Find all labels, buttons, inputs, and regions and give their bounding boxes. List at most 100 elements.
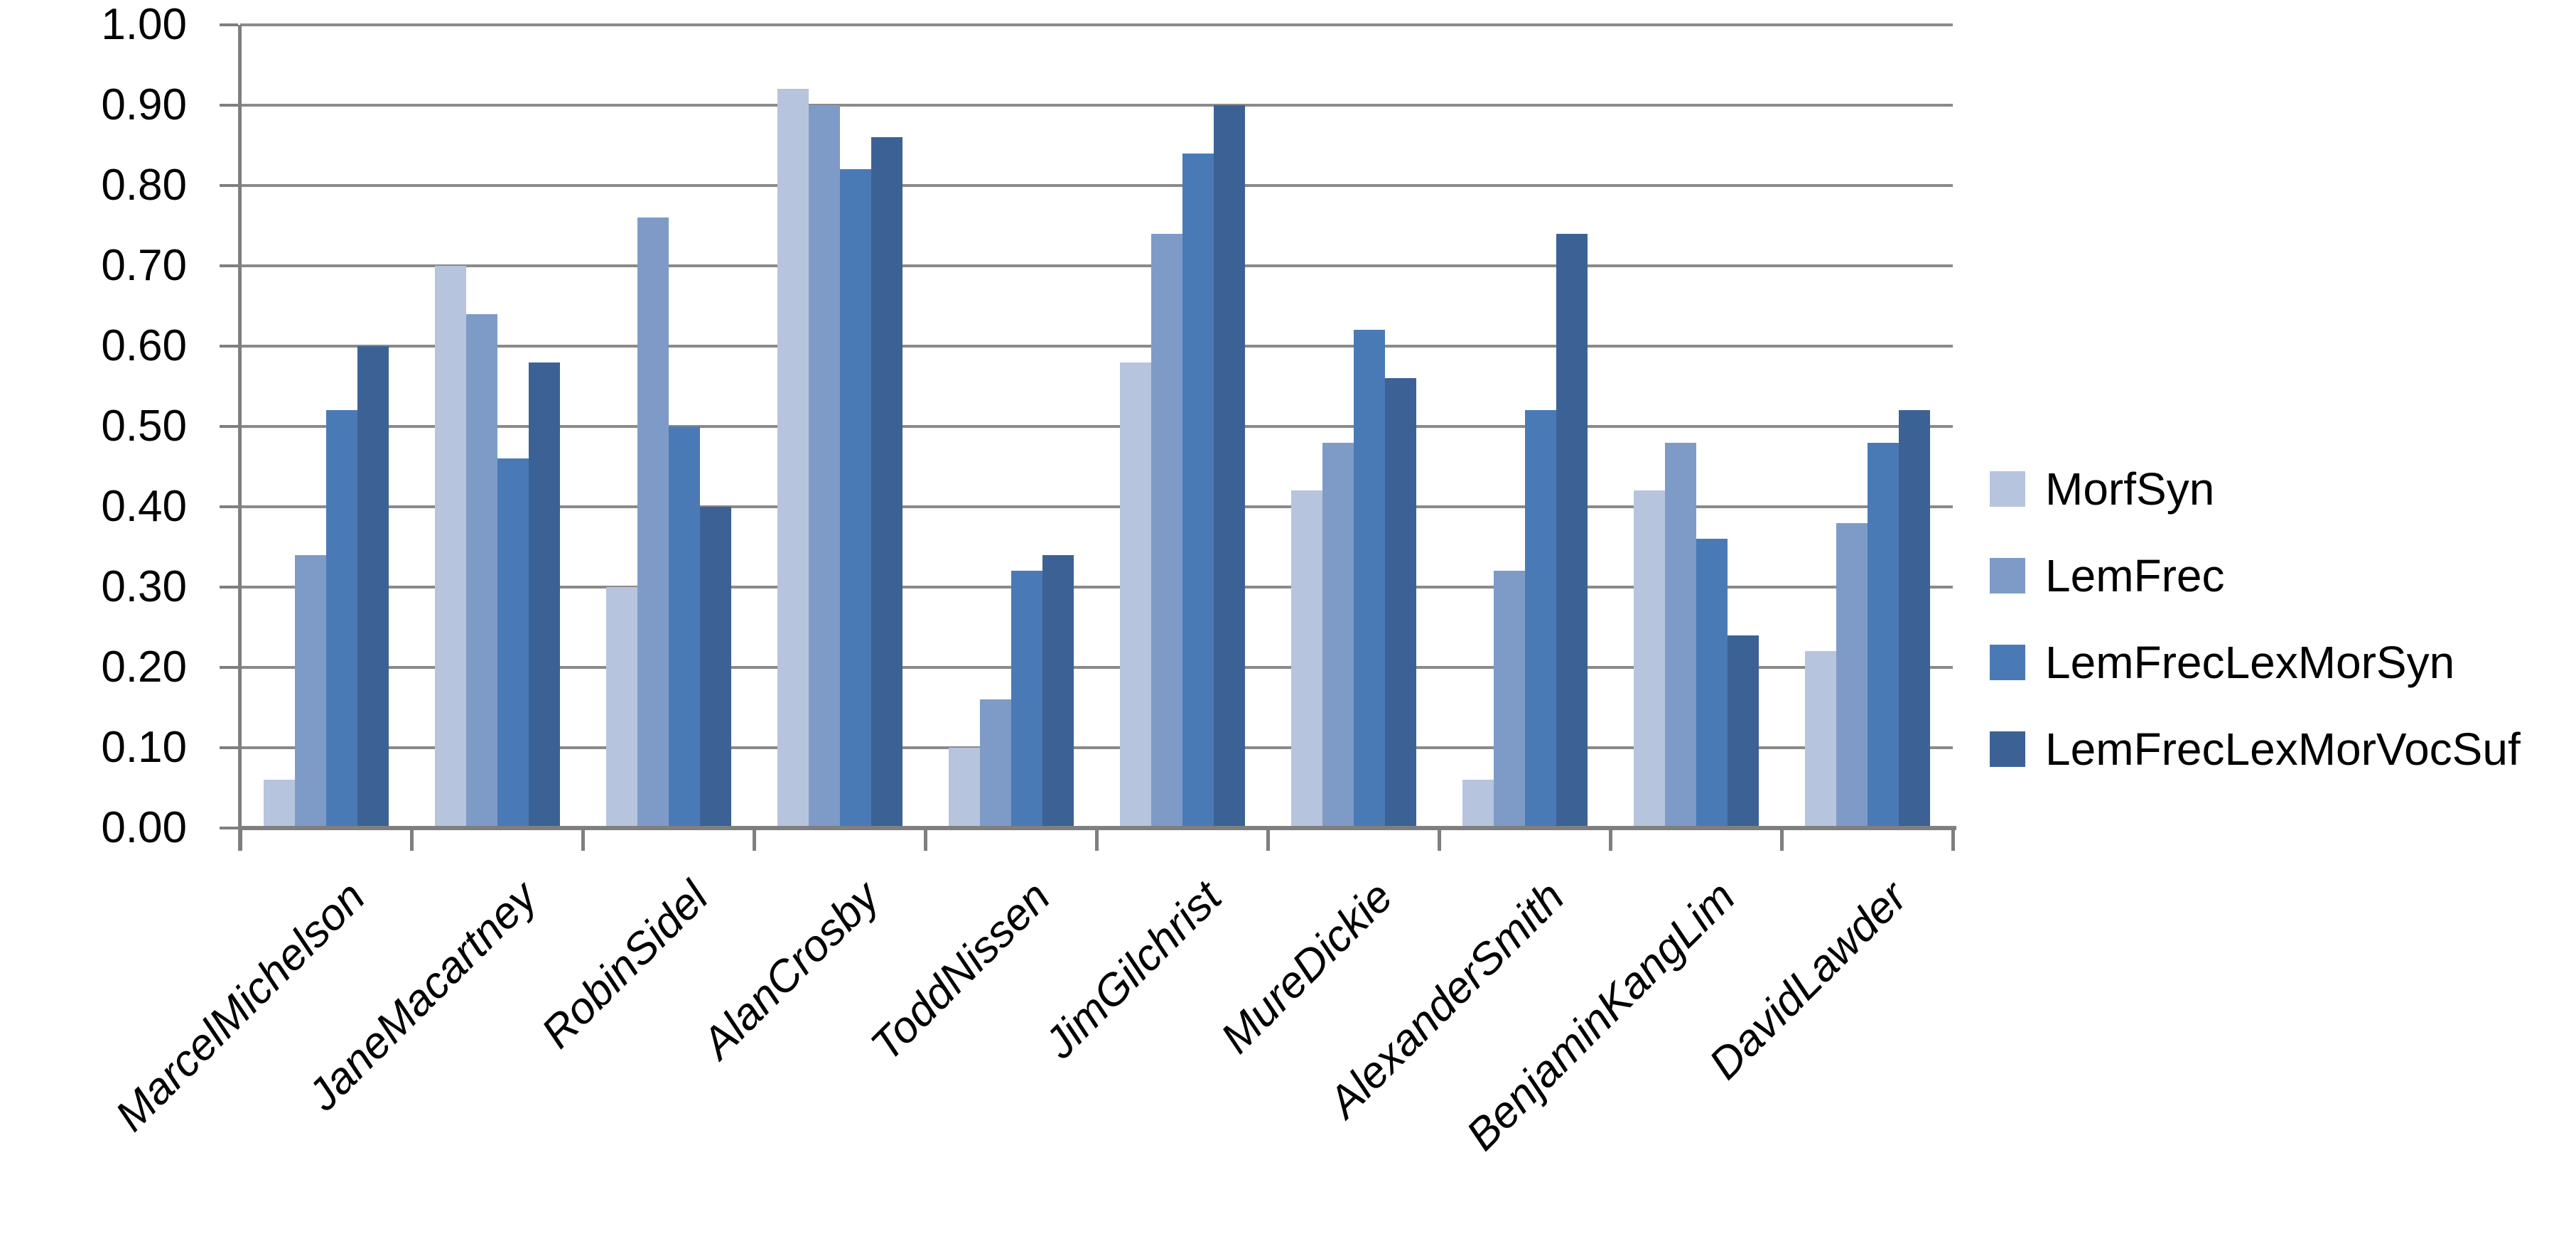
gridline: [240, 104, 1953, 107]
legend-item-LemFrecLexMorVocSuf: LemFrecLexMorVocSuf: [1990, 726, 2521, 772]
legend-swatch-LemFrecLexMorVocSuf: [1990, 731, 2025, 767]
gridline: [240, 184, 1953, 187]
x-axis-tick: [1951, 828, 1955, 851]
gridline: [240, 345, 1953, 348]
bar-LemFrecLexMorVocSuf-AlexanderSmith: [1556, 233, 1588, 828]
bar-LemFrecLexMorVocSuf-MureDickie: [1384, 378, 1416, 828]
bar-LemFrecLexMorVocSuf-JaneMacartney: [528, 362, 560, 828]
x-axis-label-ToddNissen: ToddNissen: [861, 872, 1060, 1070]
x-axis-label-JimGilchrist: JimGilchrist: [1035, 872, 1232, 1068]
bar-LemFrecLexMorSyn-JimGilchrist: [1182, 153, 1214, 828]
x-axis-tick: [410, 828, 414, 851]
legend-item-LemFrec: LemFrec: [1990, 553, 2225, 598]
legend-label-MorfSyn: MorfSyn: [2045, 463, 2215, 515]
y-axis-tick: [220, 586, 238, 589]
y-axis-tick: [220, 746, 238, 749]
x-axis-label-AlanCrosby: AlanCrosby: [693, 872, 889, 1068]
plot-area: [240, 23, 1953, 828]
legend-item-LemFrecLexMorSyn: LemFrecLexMorSyn: [1990, 640, 2454, 685]
bar-LemFrecLexMorVocSuf-BenjaminKangLim: [1727, 635, 1759, 828]
y-axis-tick: [220, 505, 238, 508]
gridline: [240, 264, 1953, 267]
legend-swatch-MorfSyn: [1990, 471, 2025, 507]
bar-LemFrec-ToddNissen: [979, 699, 1011, 828]
bar-LemFrec-JimGilchrist: [1150, 233, 1182, 828]
y-axis-tick: [220, 184, 238, 187]
legend-item-MorfSyn: MorfSyn: [1990, 466, 2214, 512]
bar-MorfSyn-DavidLawder: [1804, 651, 1836, 828]
gridline: [240, 425, 1953, 428]
bar-LemFrecLexMorSyn-ToddNissen: [1011, 571, 1042, 828]
y-axis-label: 0.20: [101, 643, 187, 692]
bar-LemFrecLexMorSyn-AlanCrosby: [839, 169, 871, 828]
bar-MorfSyn-ToddNissen: [948, 748, 980, 828]
bar-MorfSyn-JimGilchrist: [1119, 362, 1151, 828]
x-axis-tick: [581, 828, 585, 851]
y-axis-label: 0.00: [101, 803, 187, 852]
gridline: [240, 586, 1953, 589]
bar-LemFrec-DavidLawder: [1836, 522, 1868, 828]
y-axis-label: 0.40: [101, 482, 187, 531]
bar-LemFrec-JaneMacartney: [465, 313, 497, 828]
gridline: [240, 666, 1953, 669]
y-axis-label: 0.70: [101, 241, 187, 290]
bar-MorfSyn-AlanCrosby: [777, 89, 809, 828]
gridline: [240, 746, 1953, 749]
bar-LemFrecLexMorSyn-DavidLawder: [1867, 442, 1899, 828]
bar-LemFrecLexMorSyn-AlexanderSmith: [1524, 410, 1556, 828]
bar-LemFrecLexMorSyn-BenjaminKangLim: [1696, 539, 1728, 828]
bar-LemFrec-BenjaminKangLim: [1664, 442, 1696, 828]
x-axis-tick: [1095, 828, 1099, 851]
bar-LemFrecLexMorVocSuf-DavidLawder: [1898, 410, 1930, 828]
bar-MorfSyn-MarcelMichelson: [263, 780, 295, 828]
bar-LemFrec-AlanCrosby: [808, 105, 840, 828]
bar-LemFrecLexMorVocSuf-JimGilchrist: [1213, 105, 1245, 828]
legend-swatch-LemFrecLexMorSyn: [1990, 645, 2025, 680]
bar-LemFrec-AlexanderSmith: [1493, 571, 1525, 828]
bar-LemFrecLexMorVocSuf-AlanCrosby: [871, 137, 902, 828]
bar-LemFrecLexMorSyn-MureDickie: [1353, 330, 1385, 828]
y-axis-tick: [220, 425, 238, 428]
bar-LemFrecLexMorSyn-RobinSidel: [668, 426, 700, 828]
x-axis-tick: [924, 828, 927, 851]
x-axis-tick: [1266, 828, 1270, 851]
x-axis-tick: [1438, 828, 1441, 851]
bar-LemFrecLexMorVocSuf-RobinSidel: [699, 507, 731, 828]
bar-MorfSyn-AlexanderSmith: [1462, 780, 1494, 828]
y-axis-tick: [220, 104, 238, 107]
bar-MorfSyn-RobinSidel: [605, 587, 637, 828]
legend-swatch-LemFrec: [1990, 558, 2025, 593]
y-axis-label: 0.30: [101, 562, 187, 611]
y-axis-tick: [220, 827, 238, 829]
gridline: [240, 505, 1953, 508]
bar-MorfSyn-BenjaminKangLim: [1633, 490, 1665, 828]
bar-MorfSyn-JaneMacartney: [434, 266, 466, 828]
x-axis-tick: [753, 828, 756, 851]
x-axis-label-RobinSidel: RobinSidel: [532, 872, 718, 1058]
y-axis-tick: [220, 23, 238, 26]
bar-LemFrecLexMorVocSuf-ToddNissen: [1042, 554, 1074, 828]
gridline: [240, 23, 1953, 26]
y-axis-label: 0.10: [101, 723, 187, 772]
x-axis-label-MureDickie: MureDickie: [1212, 872, 1403, 1063]
bar-LemFrec-MureDickie: [1322, 442, 1354, 828]
y-axis-label: 0.80: [101, 161, 187, 210]
y-axis-label: 0.50: [101, 402, 187, 451]
legend-label-LemFrec: LemFrec: [2045, 550, 2225, 601]
y-axis-label: 1.00: [101, 0, 187, 49]
y-axis-label: 0.60: [101, 321, 187, 370]
bar-LemFrecLexMorVocSuf-MarcelMichelson: [357, 346, 389, 828]
x-axis-tick: [1780, 828, 1784, 851]
bar-MorfSyn-MureDickie: [1290, 490, 1322, 828]
y-axis-tick: [220, 666, 238, 669]
bar-LemFrec-RobinSidel: [637, 217, 669, 828]
y-axis-line: [238, 25, 242, 851]
bar-LemFrec-MarcelMichelson: [294, 554, 326, 828]
y-axis-label: 0.90: [101, 80, 187, 129]
y-axis-tick: [220, 264, 238, 267]
legend-label-LemFrecLexMorSyn: LemFrecLexMorSyn: [2045, 637, 2455, 688]
x-axis-tick: [1609, 828, 1612, 851]
legend-label-LemFrecLexMorVocSuf: LemFrecLexMorVocSuf: [2045, 724, 2521, 775]
x-axis-tick: [239, 828, 242, 851]
